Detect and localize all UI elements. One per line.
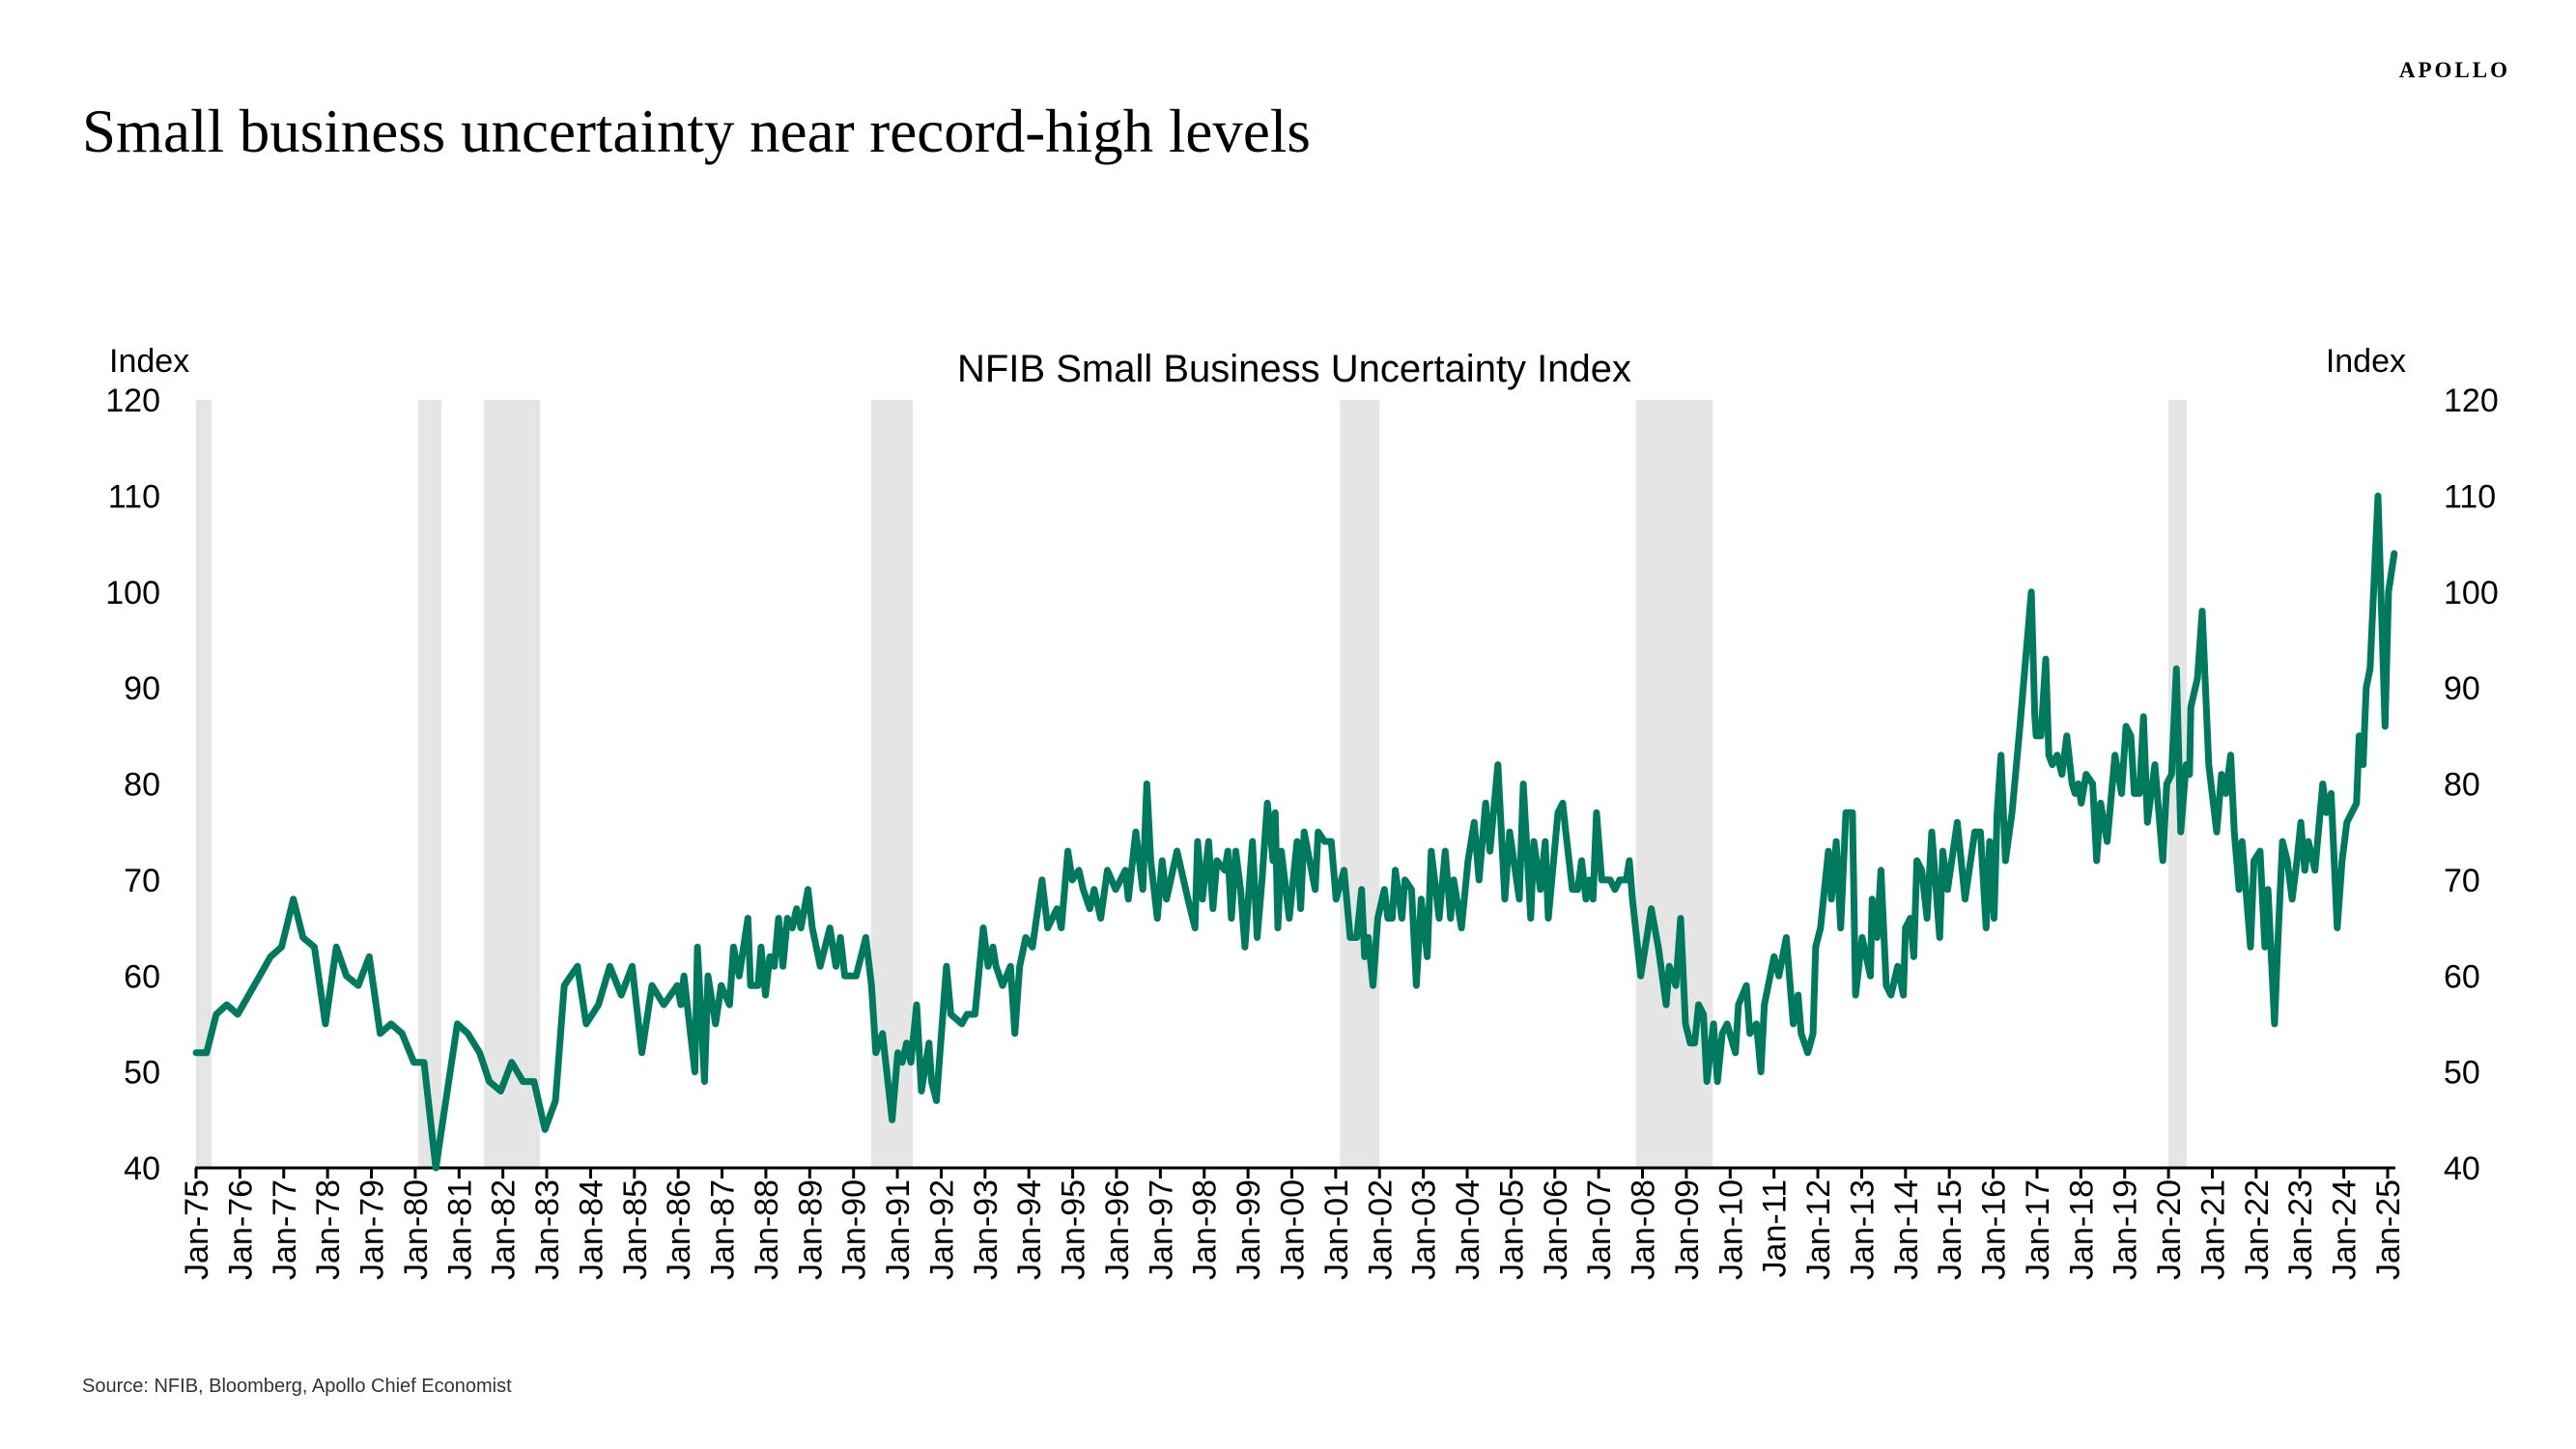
- x-tick-label: Jan-80: [398, 1179, 435, 1280]
- y-tick-label-right: 120: [2444, 383, 2499, 419]
- x-tick-label: Jan-04: [1450, 1179, 1486, 1280]
- x-tick-label: Jan-82: [486, 1179, 523, 1280]
- x-tick-label: Jan-24: [2327, 1179, 2364, 1280]
- x-tick-label: Jan-10: [1713, 1179, 1749, 1280]
- source-note: Source: NFIB, Bloomberg, Apollo Chief Ec…: [82, 1376, 512, 1397]
- x-tick-label: Jan-92: [923, 1179, 960, 1280]
- x-tick-label: Jan-00: [1275, 1179, 1312, 1280]
- y-tick-label-left: 50: [124, 1055, 160, 1092]
- y-tick-label-right: 60: [2444, 958, 2480, 995]
- y-tick-label-left: 120: [105, 383, 160, 419]
- y-tick-label-left: 80: [124, 767, 160, 804]
- recession-bands: [196, 400, 2188, 1168]
- y-tick-label-right: 90: [2444, 670, 2480, 707]
- y-tick-label-right: 70: [2444, 863, 2480, 899]
- recession-band: [484, 400, 541, 1168]
- x-axis: Jan-75 Jan-76 Jan-77 Jan-78 Jan-79 Jan-80 Jan-…: [179, 1166, 2407, 1280]
- x-tick-label: Jan-05: [1493, 1179, 1530, 1280]
- x-tick-label: Jan-86: [661, 1179, 697, 1280]
- x-tick-label: Jan-18: [2063, 1179, 2100, 1280]
- recession-band: [1635, 400, 1713, 1168]
- x-tick-label: Jan-98: [1187, 1179, 1224, 1280]
- y-tick-label-left: 70: [124, 863, 160, 899]
- x-tick-label: Jan-95: [1056, 1179, 1092, 1280]
- x-tick-label: Jan-20: [2151, 1179, 2188, 1280]
- x-tick-label: Jan-76: [222, 1179, 259, 1280]
- x-tick-label: Jan-79: [354, 1179, 391, 1280]
- recession-band: [196, 400, 212, 1168]
- recession-band: [1340, 400, 1380, 1168]
- x-tick-label: Jan-17: [2020, 1179, 2056, 1280]
- x-tick-label: Jan-16: [1976, 1179, 2013, 1280]
- x-tick-label: Jan-88: [749, 1179, 785, 1280]
- x-tick-label: Jan-90: [836, 1179, 873, 1280]
- x-tick-label: Jan-83: [529, 1179, 566, 1280]
- chart-title: NFIB Small Business Uncertainty Index: [957, 348, 1631, 390]
- y-axis-label-left: Index: [109, 343, 189, 380]
- x-tick-label: Jan-02: [1362, 1179, 1399, 1280]
- y-tick-label-right: 110: [2444, 478, 2496, 515]
- page-title: Small business uncertainty near record-h…: [82, 98, 1311, 165]
- x-tick-label: Jan-21: [2194, 1179, 2231, 1280]
- x-tick-label: Jan-77: [267, 1179, 303, 1280]
- x-tick-label: Jan-78: [310, 1179, 347, 1280]
- y-tick-label-right: 100: [2444, 575, 2499, 611]
- y-tick-label-left: 60: [124, 958, 160, 995]
- x-tick-label: Jan-23: [2282, 1179, 2319, 1280]
- x-tick-label: Jan-12: [1800, 1179, 1837, 1280]
- x-tick-label: Jan-06: [1538, 1179, 1574, 1280]
- x-tick-label: Jan-81: [441, 1179, 478, 1280]
- y-tick-label-left: 40: [124, 1151, 160, 1187]
- y-tick-label-right: 40: [2444, 1151, 2480, 1187]
- x-tick-label: Jan-14: [1888, 1179, 1925, 1280]
- y-tick-label-left: 110: [108, 478, 160, 515]
- y-tick-label-left: 100: [105, 575, 160, 611]
- x-tick-label: Jan-25: [2370, 1179, 2407, 1280]
- x-tick-label: Jan-89: [792, 1179, 829, 1280]
- x-tick-label: Jan-13: [1844, 1179, 1881, 1280]
- x-tick-label: Jan-99: [1231, 1179, 1267, 1280]
- x-tick-label: Jan-08: [1626, 1179, 1662, 1280]
- x-tick-label: Jan-84: [573, 1179, 609, 1280]
- x-tick-label: Jan-19: [2108, 1179, 2144, 1280]
- y-tick-label-right: 50: [2444, 1055, 2480, 1092]
- x-tick-label: Jan-97: [1143, 1179, 1179, 1280]
- x-tick-label: Jan-94: [1011, 1179, 1048, 1280]
- x-tick-label: Jan-96: [1099, 1179, 1136, 1280]
- x-tick-label: Jan-01: [1318, 1179, 1355, 1280]
- x-tick-label: Jan-85: [617, 1179, 654, 1280]
- y-axis-ticks: 40 40 50 50 60 60 70 70 80 80 90 90 100 100 110 110 120 1…: [105, 383, 2498, 1187]
- x-tick-label: Jan-91: [880, 1179, 917, 1280]
- y-tick-label-left: 90: [124, 670, 160, 707]
- series-line: [192, 492, 2398, 1172]
- x-tick-label: Jan-22: [2239, 1179, 2276, 1280]
- x-tick-label: Jan-09: [1669, 1179, 1706, 1280]
- x-tick-label: Jan-87: [705, 1179, 742, 1280]
- x-tick-label: Jan-15: [1932, 1179, 1968, 1280]
- x-tick-label: Jan-93: [968, 1179, 1005, 1280]
- x-tick-label: Jan-75: [179, 1179, 215, 1280]
- apollo-logo: APOLLO: [2398, 58, 2510, 82]
- x-tick-label: Jan-11: [1757, 1179, 1794, 1277]
- y-tick-label-right: 80: [2444, 767, 2480, 804]
- x-tick-label: Jan-03: [1406, 1179, 1443, 1280]
- recession-band: [418, 400, 442, 1168]
- y-axis-label-right: Index: [2326, 343, 2406, 380]
- x-tick-label: Jan-07: [1581, 1179, 1618, 1280]
